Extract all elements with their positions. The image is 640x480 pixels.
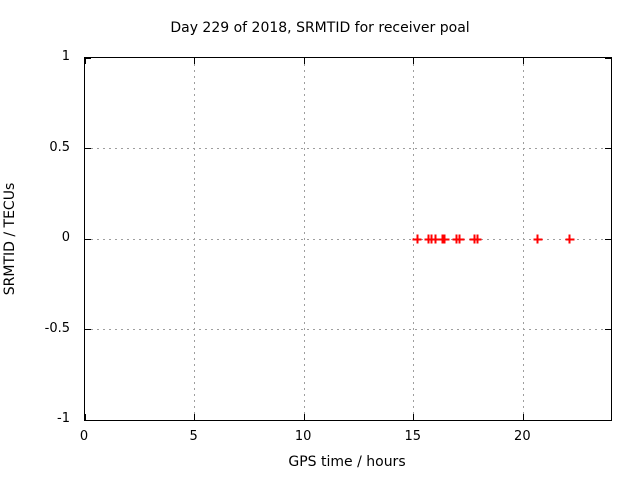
plot-area	[84, 57, 612, 421]
y-tick-mark	[605, 148, 611, 149]
y-tick-mark	[605, 329, 611, 330]
y-tick-mark	[85, 329, 91, 330]
y-tick-mark	[85, 57, 91, 59]
data-point-plus-marker	[565, 234, 575, 244]
data-point-plus-marker	[431, 234, 441, 244]
marker-vertical-bar	[443, 234, 446, 244]
marker-vertical-bar	[476, 234, 479, 244]
y-tick-mark	[85, 238, 91, 240]
y-tick-mark	[605, 419, 611, 421]
data-point-plus-marker	[472, 234, 482, 244]
x-tick-mark	[84, 58, 86, 64]
x-tick-label: 0	[79, 429, 89, 444]
x-tick-mark	[194, 58, 196, 64]
chart-title: Day 229 of 2018, SRMTID for receiver poa…	[170, 20, 470, 36]
x-tick-mark	[413, 414, 415, 420]
x-tick-mark	[522, 58, 524, 64]
y-tick-mark	[605, 238, 611, 240]
data-point-plus-marker	[412, 234, 422, 244]
y-tick-label: 0	[61, 230, 70, 245]
gridline-horizontal	[85, 238, 611, 240]
x-tick-mark	[194, 414, 196, 420]
x-tick-mark	[413, 58, 415, 64]
x-tick-mark	[84, 414, 86, 420]
y-tick-mark	[85, 419, 91, 421]
x-tick-label: 20	[514, 429, 531, 444]
y-tick-label: 0.5	[49, 139, 70, 155]
data-point-plus-marker	[440, 234, 450, 244]
marker-vertical-bar	[434, 234, 437, 244]
marker-vertical-bar	[536, 234, 539, 244]
y-tick-mark	[85, 148, 91, 149]
y-tick-label: 1	[61, 49, 70, 64]
marker-vertical-bar	[568, 234, 571, 244]
x-axis-label: GPS time / hours	[288, 454, 406, 470]
gridline-horizontal	[85, 329, 611, 330]
y-tick-label: -0.5	[44, 320, 70, 336]
gridline-horizontal	[85, 148, 611, 149]
x-tick-label: 15	[404, 429, 422, 444]
x-tick-label: 10	[294, 429, 312, 444]
marker-vertical-bar	[458, 234, 461, 244]
x-tick-label: 5	[189, 429, 198, 444]
x-tick-mark	[303, 58, 305, 64]
x-tick-mark	[303, 414, 305, 420]
y-tick-label: -1	[57, 411, 70, 426]
x-tick-mark	[522, 414, 524, 420]
data-point-plus-marker	[455, 234, 465, 244]
marker-vertical-bar	[416, 234, 419, 244]
y-tick-mark	[605, 57, 611, 59]
data-point-plus-marker	[533, 234, 543, 244]
